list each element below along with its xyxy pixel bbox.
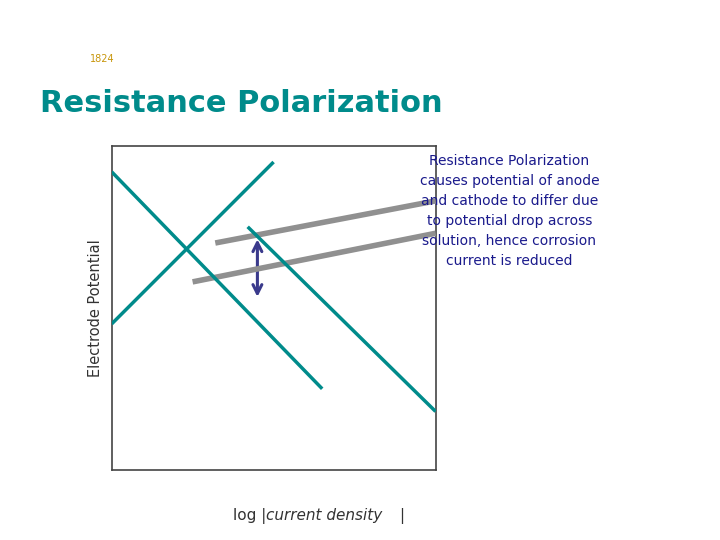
Text: Resistance Polarization: Resistance Polarization — [40, 89, 442, 118]
Text: |: | — [400, 508, 405, 524]
Text: log |: log | — [233, 508, 266, 524]
Text: Resistance Polarization
causes potential of anode
and cathode to differ due
to p: Resistance Polarization causes potential… — [420, 154, 599, 268]
Y-axis label: Electrode Potential: Electrode Potential — [89, 239, 103, 377]
Text: 1824: 1824 — [90, 55, 115, 64]
Text: MANCHEsTER: MANCHEsTER — [60, 29, 145, 38]
Text: current density: current density — [266, 508, 382, 523]
